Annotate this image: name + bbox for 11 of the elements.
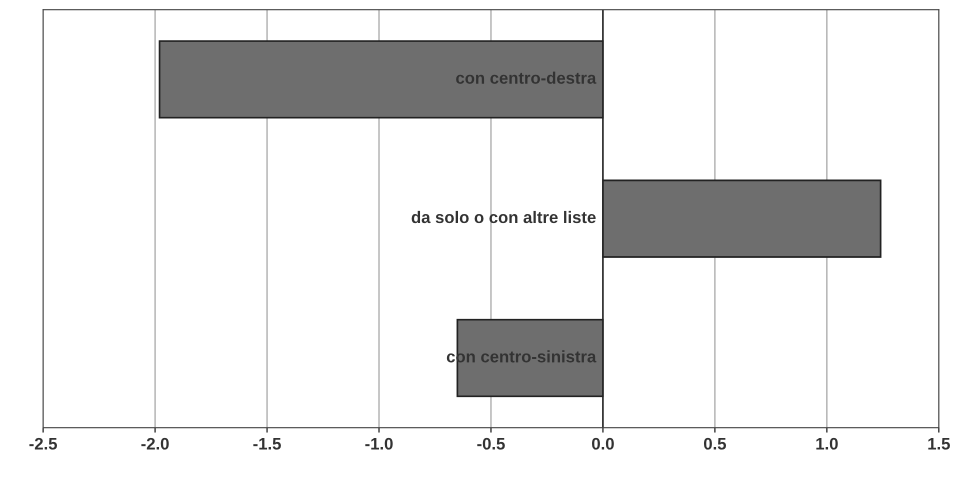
x-tick-label: -2.0 <box>141 438 169 450</box>
x-tick-label: -0.5 <box>477 438 505 450</box>
x-tick-label: 1.0 <box>816 438 838 450</box>
y-tick-label: con centro-destra <box>456 72 596 84</box>
x-tick-label: -1.0 <box>365 438 393 450</box>
x-tick-label: 0.5 <box>704 438 726 450</box>
x-tick-label: 0.0 <box>592 438 614 450</box>
x-tick-label: -2.5 <box>29 438 58 450</box>
y-tick-label: da solo o con altre liste <box>412 210 596 224</box>
x-tick-label: -1.5 <box>253 438 281 450</box>
x-tick-label: 1.5 <box>928 438 950 450</box>
